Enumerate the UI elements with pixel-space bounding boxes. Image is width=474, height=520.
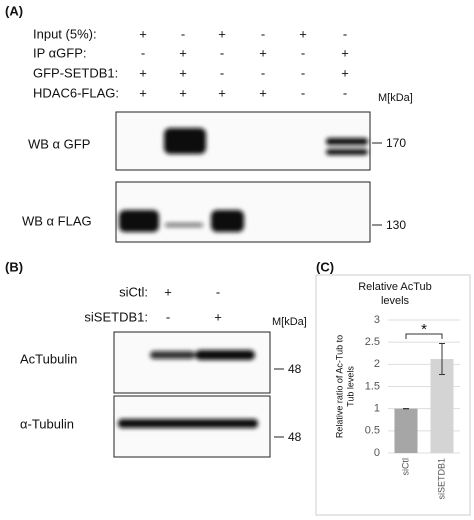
marker: 130 bbox=[386, 218, 406, 232]
condition-sign: - bbox=[261, 26, 265, 41]
condition-sign: - bbox=[301, 85, 305, 100]
condition-sign: + bbox=[139, 85, 147, 100]
condition-sign: + bbox=[179, 85, 187, 100]
condition-sign: + bbox=[218, 26, 226, 41]
condition-sign: + bbox=[341, 65, 349, 80]
y-tick-label: 0.5 bbox=[365, 425, 380, 437]
blot-label: α-Tubulin bbox=[20, 416, 74, 431]
bands bbox=[164, 128, 368, 155]
panel-label: (B) bbox=[5, 259, 23, 274]
condition-sign: + bbox=[139, 65, 147, 80]
blot-label: WB α GFP bbox=[28, 136, 90, 151]
condition-sign: + bbox=[218, 85, 226, 100]
condition-label: siCtl: bbox=[119, 284, 148, 299]
condition-label: IP αGFP: bbox=[33, 45, 87, 60]
condition-label: GFP-SETDB1: bbox=[33, 65, 118, 80]
chart-title: levels bbox=[381, 295, 410, 307]
condition-sign: - bbox=[343, 26, 347, 41]
y-tick-label: 0 bbox=[374, 447, 380, 459]
bar bbox=[430, 359, 454, 453]
condition-sign: - bbox=[181, 26, 185, 41]
marker: 48 bbox=[288, 362, 302, 376]
condition-sign: - bbox=[141, 45, 145, 60]
y-tick-label: 2 bbox=[374, 358, 380, 370]
condition-sign: + bbox=[259, 85, 267, 100]
bands bbox=[118, 419, 258, 428]
y-tick-label: 2.5 bbox=[365, 336, 380, 348]
x-tick-label: siCtl bbox=[400, 458, 410, 476]
y-tick-label: 3 bbox=[374, 314, 380, 326]
x-tick-label: siSETDB1 bbox=[436, 458, 446, 500]
y-tick-label: 1 bbox=[374, 403, 380, 415]
chart-frame bbox=[315, 274, 471, 516]
marker-header: M[kDa] bbox=[378, 92, 413, 104]
panel-label: (A) bbox=[5, 3, 23, 18]
condition-sign: + bbox=[164, 284, 172, 299]
blot-label: WB α FLAG bbox=[22, 213, 92, 228]
marker: 48 bbox=[288, 430, 302, 444]
y-tick-label: 1.5 bbox=[365, 380, 380, 392]
condition-sign: - bbox=[301, 45, 305, 60]
condition-sign: + bbox=[259, 45, 267, 60]
condition-label: HDAC6-FLAG: bbox=[33, 85, 119, 100]
condition-sign: - bbox=[301, 65, 305, 80]
condition-sign: - bbox=[220, 65, 224, 80]
condition-sign: - bbox=[343, 85, 347, 100]
blot-label: AcTubulin bbox=[20, 351, 77, 366]
condition-label: Input (5%): bbox=[33, 26, 97, 41]
bands bbox=[119, 210, 244, 232]
panel-label: (C) bbox=[316, 259, 334, 274]
y-axis-label: Relative ratio of Ac-Tub to bbox=[334, 335, 344, 438]
condition-sign: - bbox=[220, 45, 224, 60]
condition-sign: - bbox=[261, 65, 265, 80]
bar bbox=[394, 408, 418, 453]
marker-header: M[kDa] bbox=[272, 316, 307, 328]
condition-sign: + bbox=[179, 65, 187, 80]
significance-bracket bbox=[405, 333, 443, 339]
condition-sign: + bbox=[139, 26, 147, 41]
significance-label: * bbox=[421, 321, 427, 338]
condition-sign: + bbox=[299, 26, 307, 41]
condition-sign: + bbox=[341, 45, 349, 60]
bands bbox=[150, 350, 255, 360]
condition-sign: - bbox=[216, 284, 220, 299]
condition-sign: + bbox=[179, 45, 187, 60]
blot bbox=[113, 331, 271, 394]
condition-sign: - bbox=[166, 309, 170, 324]
chart-title: Relative AcTub bbox=[358, 281, 432, 293]
y-axis-label: Tub levels bbox=[345, 366, 355, 407]
condition-label: siSETDB1: bbox=[84, 309, 148, 324]
condition-sign: + bbox=[214, 309, 222, 324]
blot bbox=[115, 181, 371, 243]
marker: 170 bbox=[386, 136, 406, 150]
